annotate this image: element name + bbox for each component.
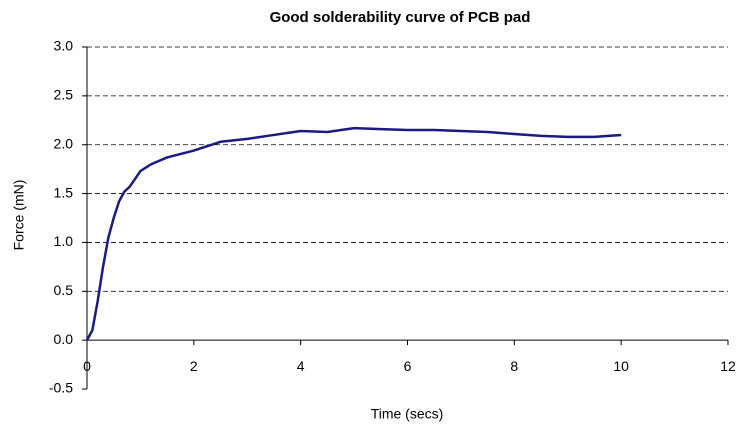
x-tick-label: 0 (83, 358, 91, 374)
y-tick-label: 2.5 (54, 87, 74, 103)
y-tick-label: 0.5 (54, 282, 74, 298)
x-tick-label: 10 (613, 358, 629, 374)
chart-title: Good solderability curve of PCB pad (270, 9, 531, 26)
x-tick-label: 8 (510, 358, 518, 374)
x-tick-label: 4 (297, 358, 305, 374)
x-tick-label: 2 (190, 358, 198, 374)
y-tick-label: 1.5 (54, 184, 74, 200)
y-tick-label: 3.0 (54, 38, 74, 54)
data-line (85, 126, 622, 341)
y-tick-label: 2.0 (54, 135, 74, 151)
x-tick-label: 6 (404, 358, 412, 374)
x-axis-label: Time (secs) (371, 406, 444, 422)
y-tick-label: 1.0 (54, 233, 74, 249)
y-axis-label: Force (mN) (11, 180, 27, 251)
x-tick-label: 12 (720, 358, 736, 374)
y-tick-label: -0.5 (49, 380, 73, 396)
y-tick-label: 0.0 (54, 331, 74, 347)
